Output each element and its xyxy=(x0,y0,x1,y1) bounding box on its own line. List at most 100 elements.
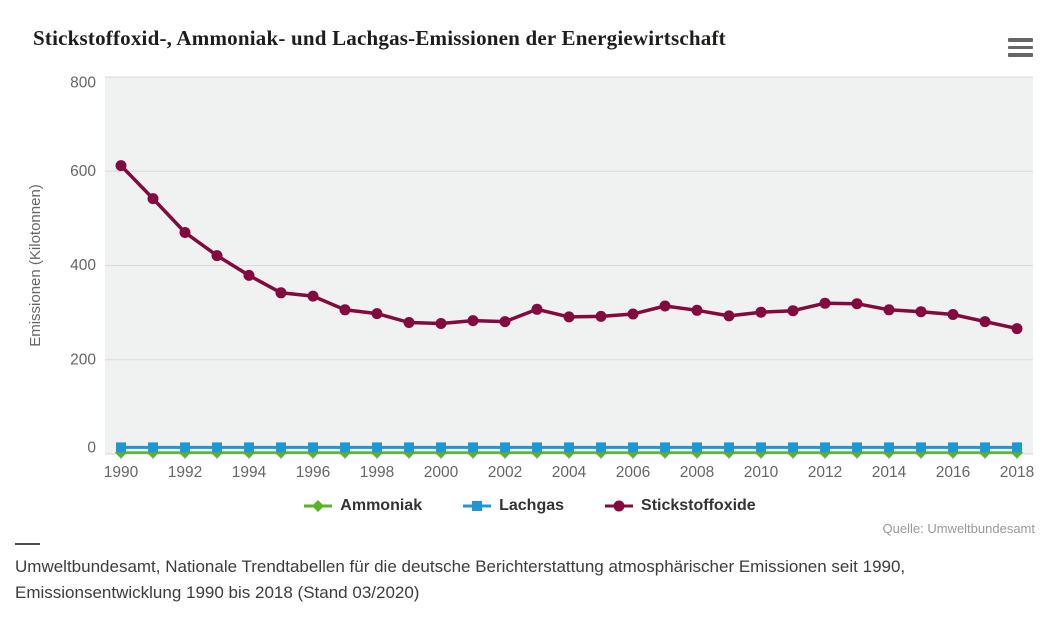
data-point[interactable] xyxy=(596,442,606,453)
x-axis-label: 2004 xyxy=(552,464,587,481)
data-point[interactable] xyxy=(148,442,158,453)
legend-marker-square-icon xyxy=(463,501,492,511)
x-axis-label: 2018 xyxy=(1000,464,1034,481)
data-point[interactable] xyxy=(276,442,286,453)
data-point[interactable] xyxy=(787,305,799,317)
data-point[interactable] xyxy=(211,250,223,262)
x-axis-label: 2014 xyxy=(872,464,907,481)
data-point[interactable] xyxy=(947,309,959,320)
data-point[interactable] xyxy=(948,442,958,453)
data-point[interactable] xyxy=(820,442,830,453)
legend-label: Ammoniak xyxy=(340,497,423,514)
data-point[interactable] xyxy=(371,308,383,320)
y-axis-label: 0 xyxy=(87,440,96,457)
x-axis-label: 2010 xyxy=(744,464,779,481)
x-axis-label: 2016 xyxy=(936,464,970,481)
data-point[interactable] xyxy=(563,311,575,323)
data-point[interactable] xyxy=(147,193,159,205)
hamburger-icon-bar xyxy=(1008,38,1033,42)
data-point[interactable] xyxy=(244,442,254,453)
data-point[interactable] xyxy=(916,442,926,453)
x-axis-label: 1994 xyxy=(232,464,267,481)
data-point[interactable] xyxy=(372,442,382,453)
data-point[interactable] xyxy=(531,303,543,315)
data-point[interactable] xyxy=(243,269,255,281)
data-point[interactable] xyxy=(628,442,638,453)
legend-item-lachgas[interactable]: Lachgas xyxy=(462,497,564,515)
source-credit: Quelle: Umweltbundesamt xyxy=(882,521,1035,536)
data-point[interactable] xyxy=(883,304,895,316)
x-axis-label: 2000 xyxy=(424,464,459,481)
data-point[interactable] xyxy=(755,306,767,318)
data-point[interactable] xyxy=(595,310,607,322)
data-point[interactable] xyxy=(979,316,991,328)
data-point[interactable] xyxy=(500,442,510,453)
x-axis-label: 1990 xyxy=(104,464,139,481)
data-point[interactable] xyxy=(692,442,702,453)
hamburger-icon-bar xyxy=(1008,53,1033,57)
data-point[interactable] xyxy=(307,290,319,302)
data-point[interactable] xyxy=(404,442,414,453)
data-point[interactable] xyxy=(180,442,190,453)
legend-label: Stickstoffoxide xyxy=(641,497,756,514)
legend-marker-diamond-icon xyxy=(304,500,333,512)
data-point[interactable] xyxy=(724,442,734,453)
data-point[interactable] xyxy=(179,227,191,238)
hamburger-icon-bar xyxy=(1008,45,1033,50)
data-point[interactable] xyxy=(851,298,863,310)
data-point[interactable] xyxy=(116,442,126,453)
chart-legend: Ammoniak Lachgas Stickstoffoxide xyxy=(0,497,1059,515)
x-axis-label: 2006 xyxy=(616,464,650,481)
legend-item-ammoniak[interactable]: Ammoniak xyxy=(303,497,422,515)
data-point[interactable] xyxy=(115,160,127,172)
data-point[interactable] xyxy=(723,310,735,322)
y-axis-label: 600 xyxy=(70,163,96,180)
footnote-text: Umweltbundesamt, Nationale Trendtabellen… xyxy=(15,557,906,602)
data-point[interactable] xyxy=(852,442,862,453)
series-lachgas xyxy=(116,442,1022,453)
legend-label: Lachgas xyxy=(499,497,565,514)
data-point[interactable] xyxy=(884,442,894,453)
data-point[interactable] xyxy=(627,308,639,320)
footnote-separator xyxy=(15,543,40,545)
data-point[interactable] xyxy=(340,442,350,453)
data-point[interactable] xyxy=(275,287,287,299)
data-point[interactable] xyxy=(756,442,766,453)
data-point[interactable] xyxy=(499,316,511,328)
data-point[interactable] xyxy=(532,442,542,453)
data-point[interactable] xyxy=(1011,323,1023,335)
data-point[interactable] xyxy=(435,318,447,329)
data-point[interactable] xyxy=(788,442,798,453)
x-axis-label: 1998 xyxy=(360,464,394,481)
data-point[interactable] xyxy=(660,442,670,453)
data-point[interactable] xyxy=(468,442,478,453)
context-menu-button[interactable] xyxy=(1008,38,1033,57)
x-axis-label: 1996 xyxy=(296,464,330,481)
data-point[interactable] xyxy=(308,442,318,453)
data-point[interactable] xyxy=(564,442,574,453)
y-axis-title: Emissionen (Kilotonnen) xyxy=(27,184,44,347)
y-axis-label: 800 xyxy=(70,75,96,92)
data-point[interactable] xyxy=(659,300,671,312)
series-stickstoffoxide xyxy=(115,160,1023,335)
legend-item-stickstoffoxide[interactable]: Stickstoffoxide xyxy=(604,497,756,515)
y-axis-label: 400 xyxy=(70,257,96,274)
data-point[interactable] xyxy=(403,317,415,328)
data-point[interactable] xyxy=(819,297,831,309)
emissions-line-chart: 0 200 400 600 800 1990 1992 1994 1996 1998 2000 200… xyxy=(27,75,1034,482)
data-point[interactable] xyxy=(436,442,446,453)
x-axis-label: 1992 xyxy=(168,464,202,481)
data-point[interactable] xyxy=(691,304,703,316)
data-point[interactable] xyxy=(980,442,990,453)
x-axis-label: 2008 xyxy=(680,464,714,481)
footnote: Umweltbundesamt, Nationale Trendtabellen… xyxy=(15,543,1050,605)
x-axis-label: 2012 xyxy=(808,464,842,481)
data-point[interactable] xyxy=(339,304,351,316)
y-axis-label: 200 xyxy=(70,351,96,368)
x-axis-label: 2002 xyxy=(488,464,522,481)
data-point[interactable] xyxy=(467,315,479,327)
data-point[interactable] xyxy=(1012,442,1022,453)
data-point[interactable] xyxy=(212,442,222,453)
data-point[interactable] xyxy=(915,306,927,318)
